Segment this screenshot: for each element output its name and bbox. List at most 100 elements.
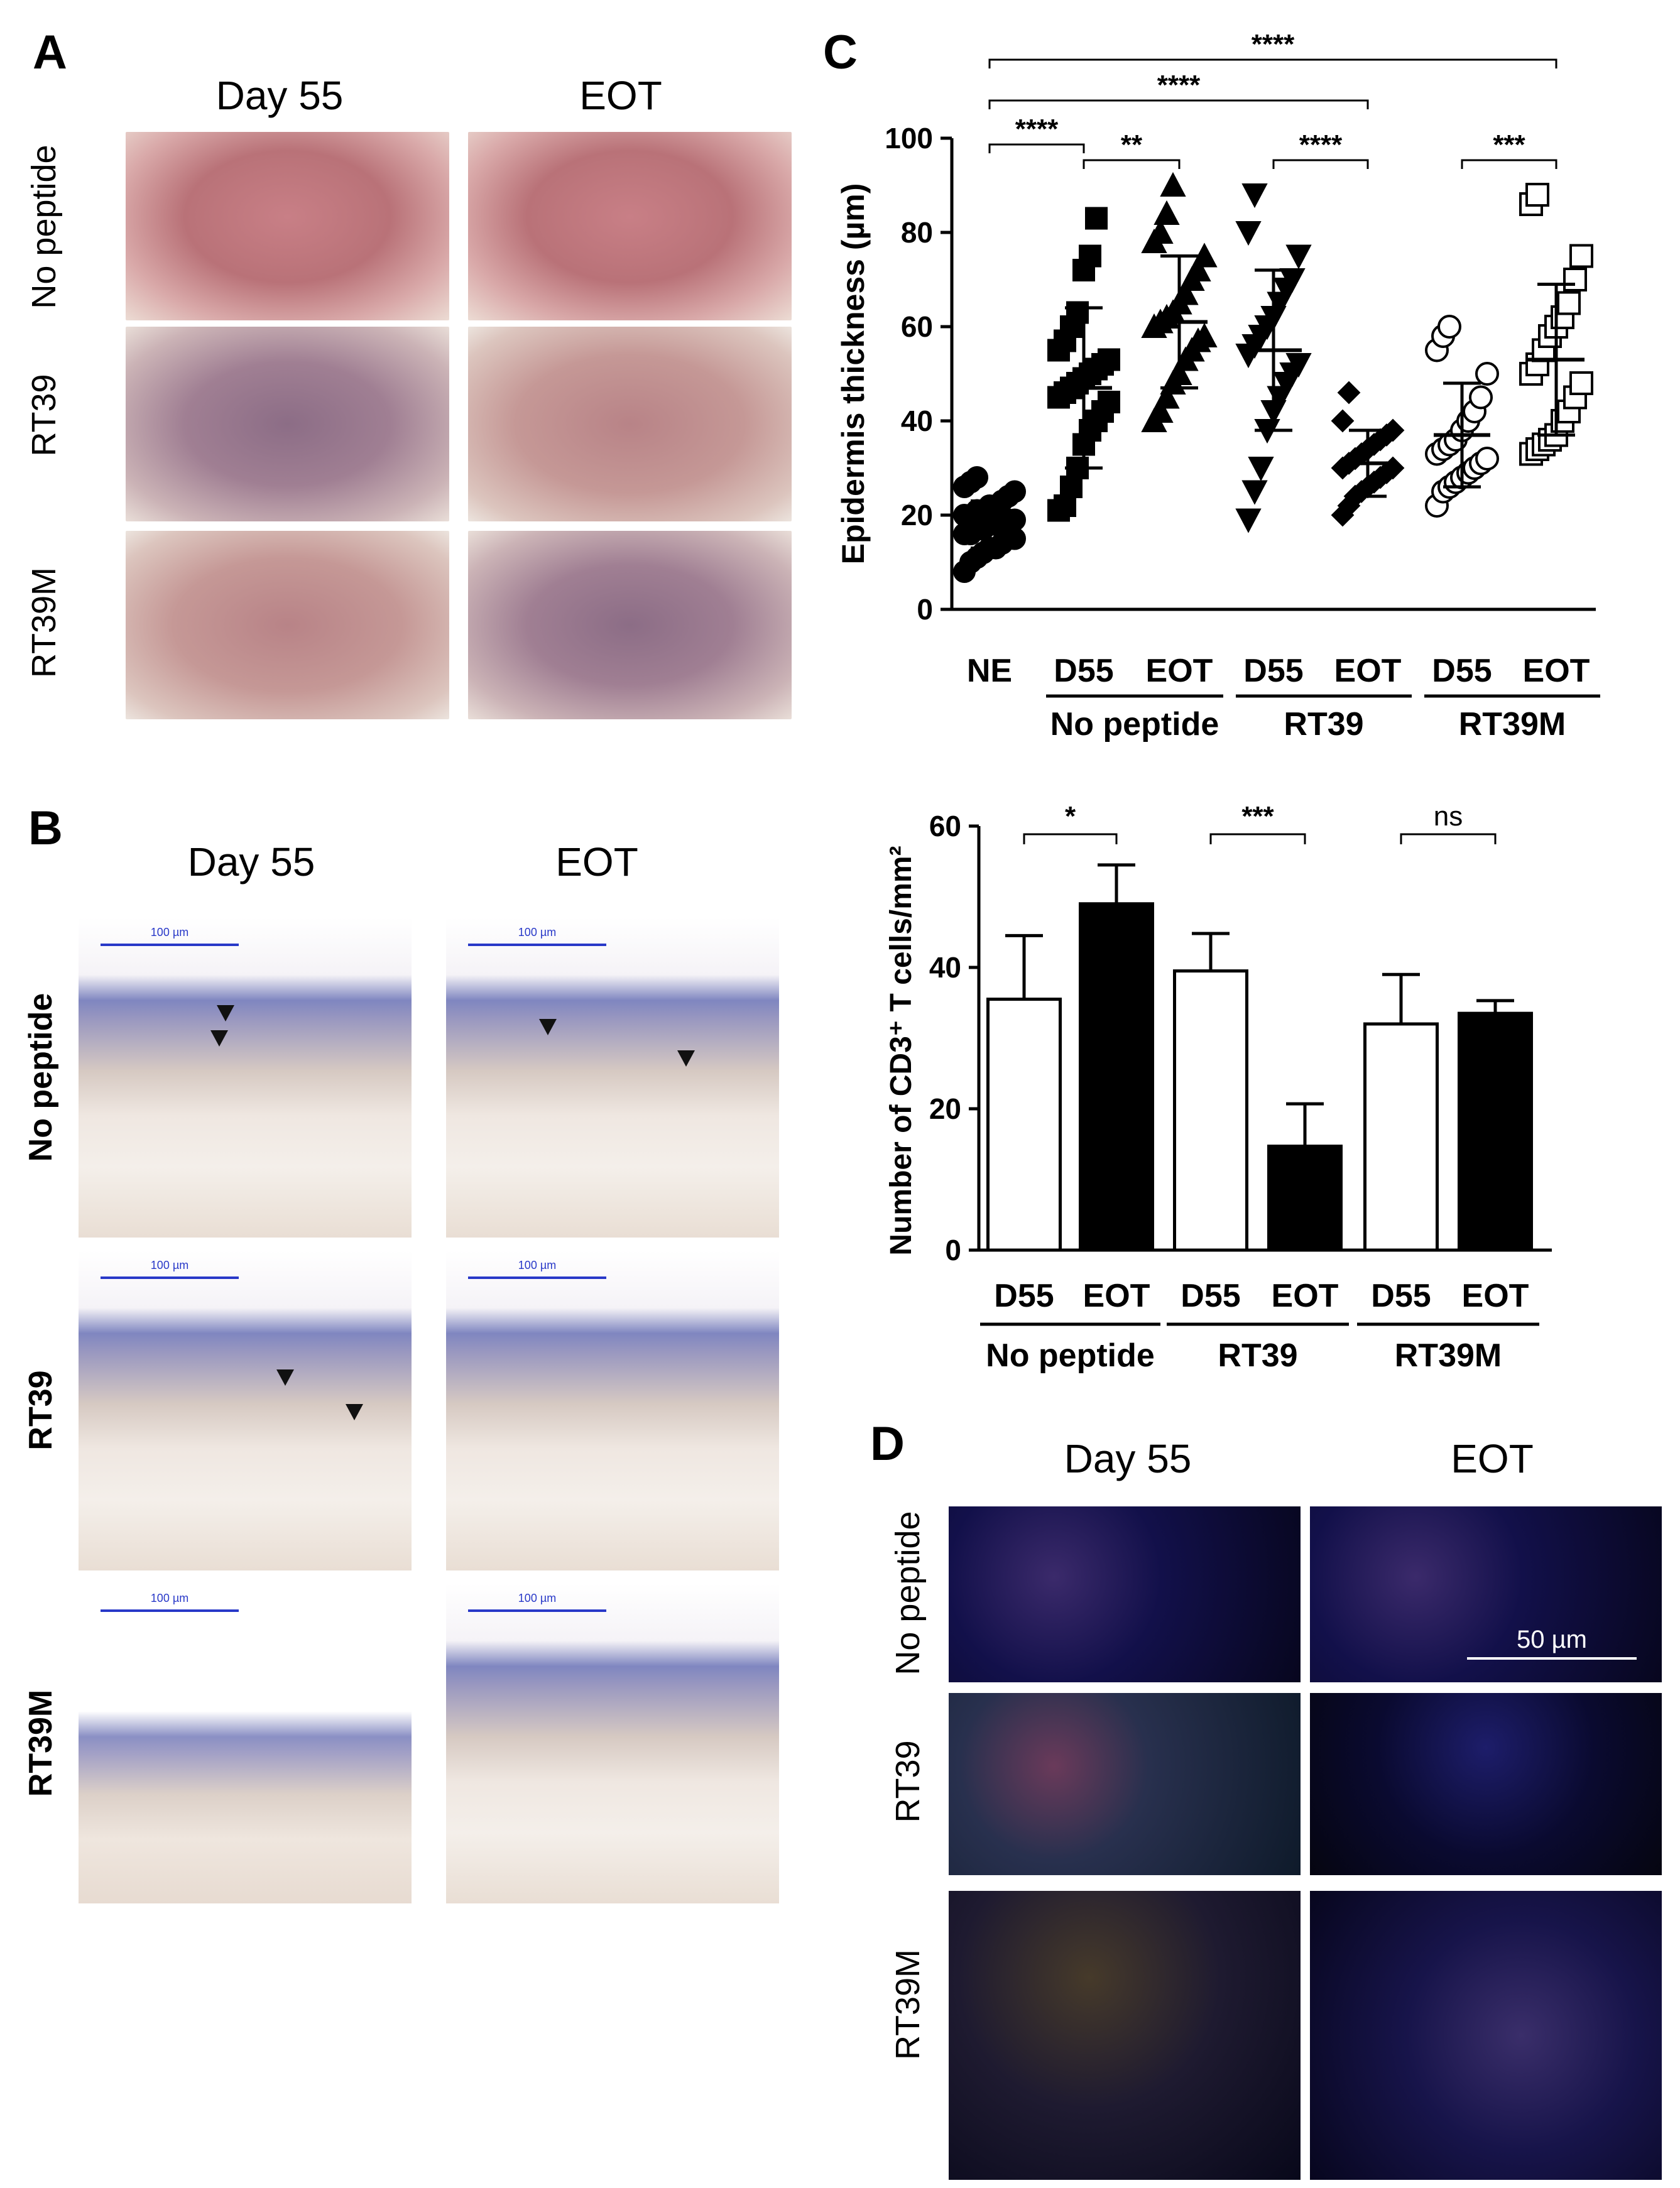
x-tick-label: D55 xyxy=(1371,1278,1431,1314)
x-tick-label: EOT xyxy=(1462,1278,1529,1314)
significance-bracket xyxy=(1023,833,1118,844)
y-tick-label: 0 xyxy=(945,1234,961,1266)
panel-c-letter: C xyxy=(823,26,858,79)
significance-bracket xyxy=(1083,159,1181,169)
group-label: RT39M xyxy=(1459,706,1566,743)
fluorescence-d-no-peptide-eot: 50 µm xyxy=(1310,1506,1662,1682)
data-point xyxy=(1060,476,1083,498)
significance-bracket xyxy=(1209,833,1306,844)
data-point xyxy=(1098,391,1120,413)
y-tick-label: 80 xyxy=(901,216,933,249)
x-tick-label: EOT xyxy=(1146,653,1213,689)
x-tick-label: D55 xyxy=(994,1278,1054,1314)
photo-a-rt39m-eot xyxy=(468,531,792,719)
x-tick-label: EOT xyxy=(1523,653,1590,689)
x-tick-label: D55 xyxy=(1181,1278,1240,1314)
significance-bracket xyxy=(988,99,1369,109)
photo-a-no-peptide-day55 xyxy=(126,132,449,320)
data-point xyxy=(1003,480,1026,503)
panel-a-row-no-peptide: No peptide xyxy=(25,144,63,309)
x-tick-label: EOT xyxy=(1272,1278,1339,1314)
panel-b-row-rt39m: RT39M xyxy=(23,1689,59,1797)
panel-d-row-rt39: RT39 xyxy=(889,1740,927,1823)
significance-bracket xyxy=(988,58,1557,68)
y-tick-label: 20 xyxy=(929,1092,961,1125)
histology-b-rt39-day55: 100 µm xyxy=(79,1250,412,1570)
y-tick-label: 40 xyxy=(901,405,933,437)
arrowhead-icon xyxy=(276,1369,294,1386)
scale-label: 100 µm xyxy=(518,1592,557,1604)
significance-label: * xyxy=(1065,801,1076,832)
scale-label: 100 µm xyxy=(150,1259,189,1271)
panel-a-row-rt39m: RT39M xyxy=(25,567,63,678)
data-point xyxy=(1563,268,1587,291)
x-tick-label: EOT xyxy=(1083,1278,1150,1314)
data-point xyxy=(1285,244,1312,269)
significance-label: *** xyxy=(1241,801,1274,832)
fluorescence-d-no-peptide-day55 xyxy=(949,1506,1301,1682)
significance-label: **** xyxy=(1157,70,1201,101)
photo-a-rt39-day55 xyxy=(126,327,449,521)
fluorescence-d-rt39-eot xyxy=(1310,1693,1662,1875)
fluorescence-d-rt39m-eot xyxy=(1310,1891,1662,2180)
panel-b-column-day55: Day 55 xyxy=(187,839,315,884)
x-tick-label: D55 xyxy=(1243,653,1303,689)
group-label: RT39M xyxy=(1395,1337,1502,1374)
panel-d-row-no-peptide: No peptide xyxy=(889,1511,927,1675)
panel-d-column-day55: Day 55 xyxy=(1064,1436,1192,1481)
panel-a-letter: A xyxy=(33,26,67,79)
data-point xyxy=(1098,348,1120,371)
arrowhead-icon xyxy=(539,1019,557,1035)
significance-label: ** xyxy=(1121,129,1143,160)
scale-bar-50um xyxy=(1467,1657,1637,1660)
bar xyxy=(1173,969,1248,1252)
histology-b-rt39-eot: 100 µm xyxy=(446,1250,779,1570)
data-point xyxy=(1557,291,1581,315)
arrowhead-icon xyxy=(346,1404,363,1420)
group-label: RT39 xyxy=(1218,1337,1297,1374)
scale-label: 100 µm xyxy=(150,926,189,939)
histology-b-no-peptide-day55: 100 µm xyxy=(79,917,412,1238)
fluorescence-d-rt39-day55 xyxy=(949,1693,1301,1875)
scale-label: 50 µm xyxy=(1517,1626,1587,1653)
data-point xyxy=(1235,508,1262,533)
data-point xyxy=(1285,353,1312,378)
bar xyxy=(986,998,1062,1252)
y-tick-label: 60 xyxy=(901,310,933,343)
photo-a-rt39m-day55 xyxy=(126,531,449,719)
data-point xyxy=(1475,362,1499,386)
data-point xyxy=(1003,508,1026,531)
data-point xyxy=(1525,183,1549,207)
data-point xyxy=(1054,494,1076,517)
significance-label: **** xyxy=(1015,114,1059,144)
data-point xyxy=(1241,183,1268,209)
cd3-cell-count-chart: 0 20 40 60 Number of CD3⁺ T cells/mm² D55 EOT D… xyxy=(885,801,1552,1374)
x-tick-label: NE xyxy=(967,653,1012,689)
data-point xyxy=(1191,322,1218,347)
bar xyxy=(1458,1011,1533,1252)
y-axis-label: Epidermis thickness (µm) xyxy=(836,183,871,565)
panel-b-row-rt39: RT39 xyxy=(23,1370,59,1451)
panel-d-row-rt39m: RT39M xyxy=(889,1949,927,2060)
significance-bracket xyxy=(1400,833,1497,844)
data-point xyxy=(966,466,988,489)
significance-bracket xyxy=(1272,159,1369,169)
y-tick-label: 20 xyxy=(901,499,933,531)
data-point xyxy=(1337,381,1361,405)
data-point xyxy=(1185,256,1211,281)
data-point xyxy=(1381,418,1405,442)
scale-label: 100 µm xyxy=(150,1592,189,1604)
y-tick-label: 40 xyxy=(929,951,961,984)
data-point xyxy=(1235,221,1262,246)
panel-b-letter: B xyxy=(28,802,63,855)
group-label: No peptide xyxy=(986,1337,1155,1374)
y-tick-label: 100 xyxy=(885,122,933,155)
significance-bracket xyxy=(1461,159,1557,169)
data-point xyxy=(1248,457,1274,482)
y-tick-label: 0 xyxy=(917,593,933,626)
fluorescence-d-rt39m-day55 xyxy=(949,1891,1301,2180)
panel-a-row-rt39: RT39 xyxy=(25,374,63,457)
data-point xyxy=(1160,171,1186,197)
epidermis-thickness-chart: 0 20 40 60 80 100 Epidermis thickness (µm) NE D5… xyxy=(836,29,1600,743)
panel-a-column-day55: Day 55 xyxy=(215,73,344,118)
